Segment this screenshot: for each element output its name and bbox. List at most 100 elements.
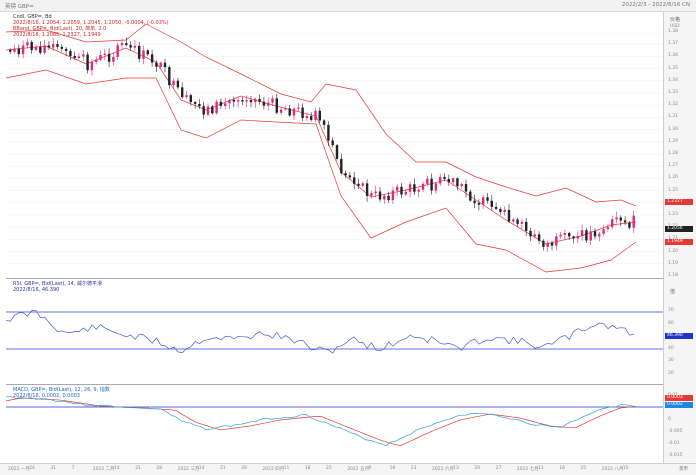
y-tick-label: 1.19 bbox=[668, 260, 679, 266]
candle-body bbox=[133, 45, 137, 48]
y-tick-label: 1.21 bbox=[668, 236, 678, 241]
x-tick-label: 18 bbox=[304, 466, 311, 471]
candle-body bbox=[628, 222, 631, 228]
rsi-value-tag: 46.390 bbox=[665, 333, 693, 339]
x-tick-label: 14 bbox=[198, 466, 205, 471]
candle-body bbox=[580, 230, 584, 237]
candle-body bbox=[21, 45, 25, 55]
candle-body bbox=[181, 87, 184, 98]
candle-body bbox=[60, 46, 63, 49]
candle-body bbox=[374, 191, 377, 194]
candle-body bbox=[344, 173, 347, 176]
x-tick-label: 11 bbox=[283, 466, 290, 471]
candle-body bbox=[120, 43, 124, 46]
x-tick-label: 2022 二月 bbox=[92, 467, 115, 472]
candle-body bbox=[56, 44, 59, 47]
candle-body bbox=[494, 206, 498, 209]
time-axis-corner: 货币 bbox=[679, 467, 688, 472]
x-tick-label: 2022 三月 bbox=[177, 467, 200, 472]
candle-body bbox=[202, 106, 205, 115]
candle-body bbox=[43, 45, 46, 53]
candle-body bbox=[464, 184, 468, 192]
candle-body bbox=[404, 191, 407, 195]
y-tick-label: 20 bbox=[668, 370, 674, 376]
candle-body bbox=[611, 219, 614, 228]
time-axis[interactable]: 货币 2022 一月 24 31 7 2022 二月 14 21 28 2022 三月 14 21 2… bbox=[0, 463, 696, 475]
candle-body bbox=[142, 50, 145, 59]
candle-body bbox=[331, 140, 334, 146]
candle-body bbox=[559, 234, 562, 237]
candle-body bbox=[236, 100, 240, 102]
x-tick-label: 9 bbox=[368, 466, 372, 471]
candle-body bbox=[172, 80, 175, 86]
candle-body bbox=[602, 229, 605, 234]
candle-body bbox=[64, 48, 68, 51]
candle-body bbox=[279, 109, 283, 113]
y-tick-label: -0.015 bbox=[668, 453, 683, 458]
lower-band-tag: 1.1949 bbox=[665, 239, 693, 245]
candle-body bbox=[451, 178, 455, 183]
rsi-chart[interactable] bbox=[6, 279, 663, 382]
value-axis[interactable]: 价格 USD 值 值 bbox=[663, 12, 696, 463]
candle-body bbox=[439, 176, 442, 184]
price-legend: Cndl, GBP=, Bd 2022/8/16, 1.2054, 1.2059… bbox=[13, 14, 169, 38]
candle-body bbox=[503, 209, 506, 212]
rsi-panel[interactable]: RSI, GBP=, Bid(Last), 14, 威尔德平滑 2022/8/1… bbox=[6, 278, 663, 382]
candle-body bbox=[387, 195, 390, 201]
candle-body bbox=[623, 220, 627, 223]
candle-body bbox=[632, 215, 635, 228]
candle-body bbox=[322, 120, 326, 125]
macd-chart[interactable] bbox=[6, 385, 663, 464]
y-tick-label: 1.35 bbox=[668, 65, 679, 71]
x-tick-label: 25 bbox=[580, 466, 587, 471]
candle-body bbox=[107, 53, 111, 62]
y-tick-label: 1.20 bbox=[668, 248, 679, 254]
y-tick-label: 1.25 bbox=[668, 187, 679, 193]
candle-body bbox=[52, 44, 55, 48]
candle-body bbox=[125, 43, 128, 46]
candle-body bbox=[542, 240, 545, 247]
x-tick-label: 16 bbox=[389, 466, 396, 471]
candle-body bbox=[73, 56, 76, 59]
y-tick-label: 1.37 bbox=[668, 41, 679, 47]
candle-body bbox=[469, 191, 472, 201]
candle-body bbox=[13, 48, 16, 52]
candle-body bbox=[426, 178, 429, 184]
candle-body bbox=[348, 175, 352, 178]
candle-body bbox=[228, 99, 231, 104]
macd-signal-line bbox=[6, 397, 637, 446]
candle-body bbox=[168, 67, 171, 86]
candle-body bbox=[606, 227, 610, 230]
candle-body bbox=[26, 42, 29, 46]
macd-panel[interactable]: MACD, GBP=, Bid(Last), 12, 26, 9, 指数 202… bbox=[6, 384, 663, 464]
candle-body bbox=[17, 48, 20, 55]
candle-body bbox=[391, 190, 395, 201]
window-title: 英镑 GBP= bbox=[5, 4, 34, 10]
y-tick-label: 1.28 bbox=[668, 151, 679, 156]
price-chart-panel[interactable]: Cndl, GBP=, Bd 2022/8/16, 1.2054, 1.2059… bbox=[6, 12, 663, 274]
candle-body bbox=[568, 232, 571, 237]
y-tick-label: 1.30 bbox=[668, 126, 679, 132]
candle-body bbox=[572, 236, 575, 239]
candle-body bbox=[129, 45, 132, 48]
bollinger-lower-band bbox=[6, 69, 637, 273]
legend-line: 2022/8/16, 1.2065, 1.2327, 1.1949 bbox=[13, 32, 101, 38]
candle-body bbox=[550, 242, 554, 246]
candle-body bbox=[116, 45, 119, 57]
x-tick-label: 7 bbox=[71, 466, 75, 471]
candlestick-chart[interactable] bbox=[6, 12, 663, 274]
candle-body bbox=[314, 110, 317, 121]
candle-body bbox=[90, 62, 94, 71]
x-tick-label: 14 bbox=[114, 466, 120, 471]
candle-body bbox=[417, 189, 420, 192]
candle-body bbox=[335, 145, 339, 159]
x-tick-label: 2022 四月 bbox=[262, 467, 285, 472]
macd-line-tag: 0.0002 bbox=[665, 402, 693, 408]
candle-body bbox=[434, 183, 438, 191]
candle-body bbox=[82, 54, 85, 57]
candle-body bbox=[585, 230, 588, 241]
x-tick-label: 28 bbox=[156, 466, 163, 471]
candle-body bbox=[615, 217, 618, 220]
candle-body bbox=[249, 100, 253, 103]
candle-body bbox=[219, 101, 223, 106]
